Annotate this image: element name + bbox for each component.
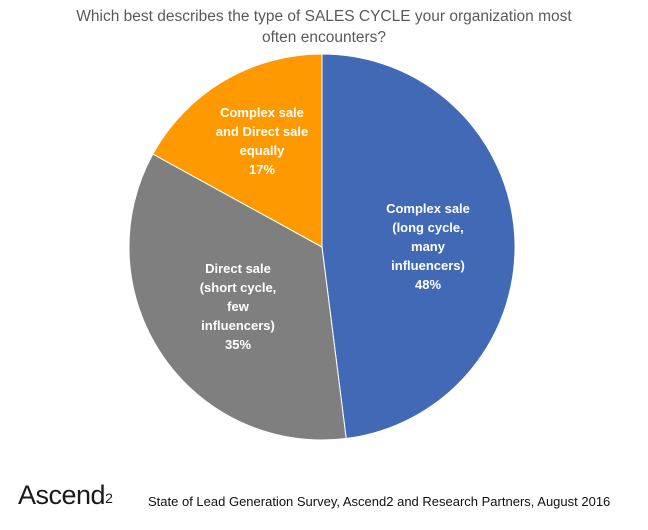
chart-title: Which best describes the type of SALES C… — [40, 6, 608, 48]
source-note: State of Lead Generation Survey, Ascend2… — [148, 494, 611, 509]
slice-label-3: Complex sale and Direct sale equally 17% — [216, 105, 309, 177]
slice-value-label: 48% — [415, 277, 441, 292]
chart-title-line-1: Which best describes the type of SALES C… — [76, 8, 572, 25]
logo-text: Ascend — [18, 480, 106, 510]
slice-label-line: and Direct sale — [216, 124, 309, 139]
pie-slice-1 — [321, 53, 516, 440]
ascend2-logo: Ascend2 — [18, 480, 113, 511]
logo-superscript: 2 — [105, 490, 113, 506]
pie-slice-2 — [128, 153, 347, 441]
slice-label-line: Complex sale — [386, 201, 470, 216]
slice-label-line: few — [227, 299, 250, 314]
slice-value-label: 35% — [225, 337, 251, 352]
chart-title-line-2: often encounters? — [261, 29, 387, 46]
slice-label-line: many — [411, 239, 446, 254]
slice-label-1: Complex sale (long cycle, many influencers)… — [386, 201, 470, 292]
slice-label-line: influencers) — [391, 258, 465, 273]
slice-label-line: Direct sale — [205, 261, 271, 276]
slice-label-line: Complex sale — [220, 105, 304, 120]
slice-label-line: (short cycle, — [200, 280, 277, 295]
slice-label-line: equally — [240, 143, 286, 158]
slice-value-label: 17% — [249, 162, 275, 177]
slice-label-2: Direct sale (short cycle, few influencers) 3… — [200, 261, 277, 352]
pie-slice-3 — [152, 53, 323, 248]
slice-label-line: influencers) — [201, 318, 275, 333]
slice-label-line: (long cycle, — [392, 220, 464, 235]
